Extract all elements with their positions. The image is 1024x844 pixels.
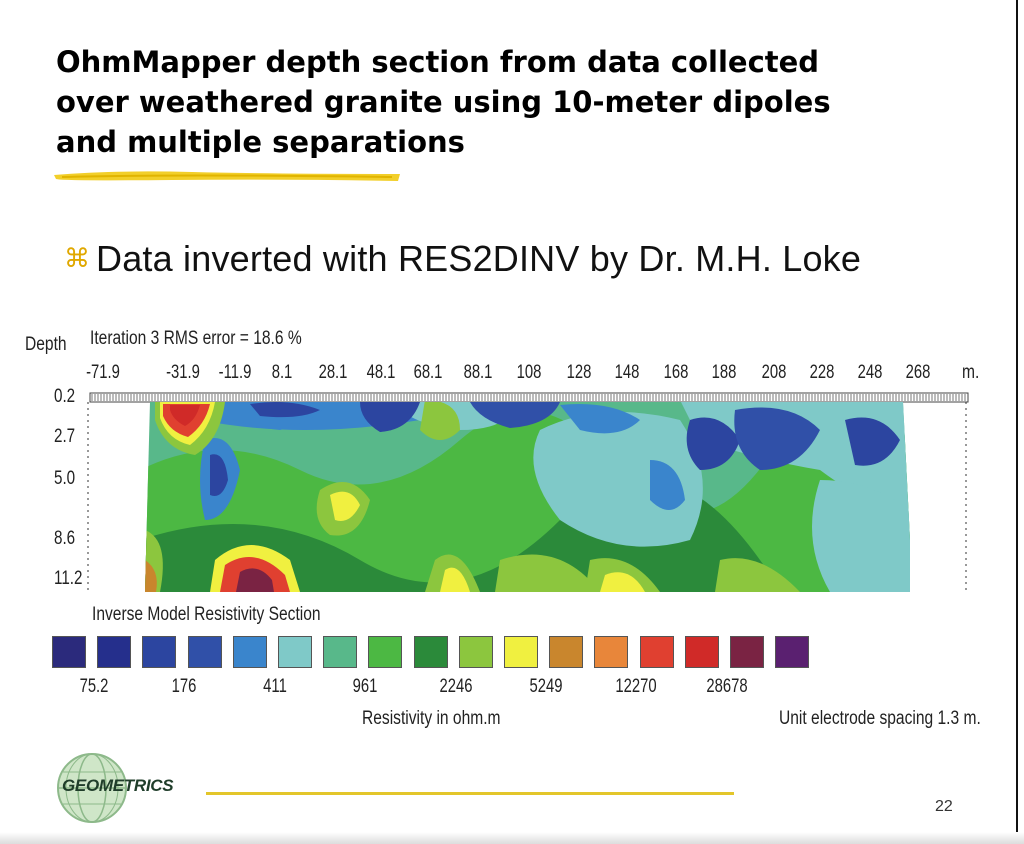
page-number: 22 <box>935 798 953 815</box>
legend-label: 176 <box>172 676 197 697</box>
depth-tick-label: 8.6 <box>54 528 76 549</box>
depth-tick-label: 11.2 <box>54 568 83 589</box>
legend-label: 411 <box>262 676 287 697</box>
x-tick-label: 268 <box>905 362 931 383</box>
legend-swatch <box>549 636 584 668</box>
legend-swatch <box>323 636 358 668</box>
resistivity-section: Depth Iteration 3 RMS error = 18.6 % m. … <box>0 322 1000 742</box>
iteration-label: Iteration 3 RMS error = 18.6 % <box>90 328 302 349</box>
legend-swatch <box>368 636 403 668</box>
legend-swatch <box>504 636 538 668</box>
legend-swatch <box>730 636 764 668</box>
x-tick-label: 188 <box>711 362 737 383</box>
depth-label: Depth <box>25 334 67 355</box>
slide-bottom-shadow <box>0 832 1024 844</box>
title-underline <box>54 171 400 181</box>
x-tick-label: 8.1 <box>271 362 293 383</box>
bullet-item: ⌘ Data inverted with RES2DINV by Dr. M.H… <box>64 238 861 280</box>
slide-edge-rule <box>1016 0 1018 844</box>
logo-text: GEOMETRICS <box>62 776 174 795</box>
geometrics-logo: GEOMETRICS <box>54 750 204 826</box>
legend-swatch <box>639 636 674 668</box>
x-tick-label: 228 <box>809 362 835 383</box>
model-title: Inverse Model Resistivity Section <box>92 604 321 625</box>
legend-swatch <box>232 636 267 668</box>
legend-swatch <box>413 636 448 668</box>
legend-swatch <box>684 636 719 668</box>
legend-swatch <box>52 636 86 668</box>
x-tick-label: 88.1 <box>463 362 493 383</box>
legend-swatch <box>775 636 810 668</box>
spacing-note: Unit electrode spacing 1.3 m. <box>779 708 981 729</box>
slide-title: OhmMapper depth section from data collec… <box>56 45 831 159</box>
x-tick-label: -11.9 <box>218 362 252 383</box>
legend-label: 75.2 <box>79 676 109 697</box>
depth-tick-label: 2.7 <box>54 426 76 447</box>
x-tick-label: -71.9 <box>86 362 120 383</box>
x-tick-label: 148 <box>614 362 640 383</box>
globe-icon <box>57 753 127 823</box>
bullet-text: Data inverted with RES2DINV by Dr. M.H. … <box>96 238 862 279</box>
command-key-icon: ⌘ <box>64 244 90 274</box>
legend-swatch <box>458 636 493 668</box>
x-tick-label: 208 <box>761 362 787 383</box>
resistivity-axis-title: Resistivity in ohm.m <box>362 708 501 729</box>
x-tick-label: -31.9 <box>166 362 200 383</box>
x-tick-label: 168 <box>663 362 689 383</box>
legend-swatch <box>142 636 177 668</box>
legend-label: 2246 <box>439 676 473 697</box>
legend-label: 961 <box>352 676 378 697</box>
x-tick-label: 108 <box>516 362 542 383</box>
x-tick-label: 128 <box>566 362 592 383</box>
legend-swatch <box>97 636 132 668</box>
x-tick-label: 28.1 <box>318 362 348 383</box>
depth-tick-label: 5.0 <box>54 468 76 489</box>
legend-swatch <box>278 636 312 668</box>
x-tick-label: 68.1 <box>413 362 443 383</box>
legend-label: 5249 <box>529 676 563 697</box>
footer-rule <box>206 792 734 795</box>
depth-tick-label: 0.2 <box>54 386 76 407</box>
legend-swatch <box>187 636 222 668</box>
x-tick-label: 248 <box>857 362 883 383</box>
legend-label: 12270 <box>615 676 657 697</box>
unit-label: m. <box>962 362 980 383</box>
legend-label: 28678 <box>706 676 748 697</box>
legend-swatch <box>594 636 629 668</box>
x-tick-label: 48.1 <box>366 362 396 383</box>
